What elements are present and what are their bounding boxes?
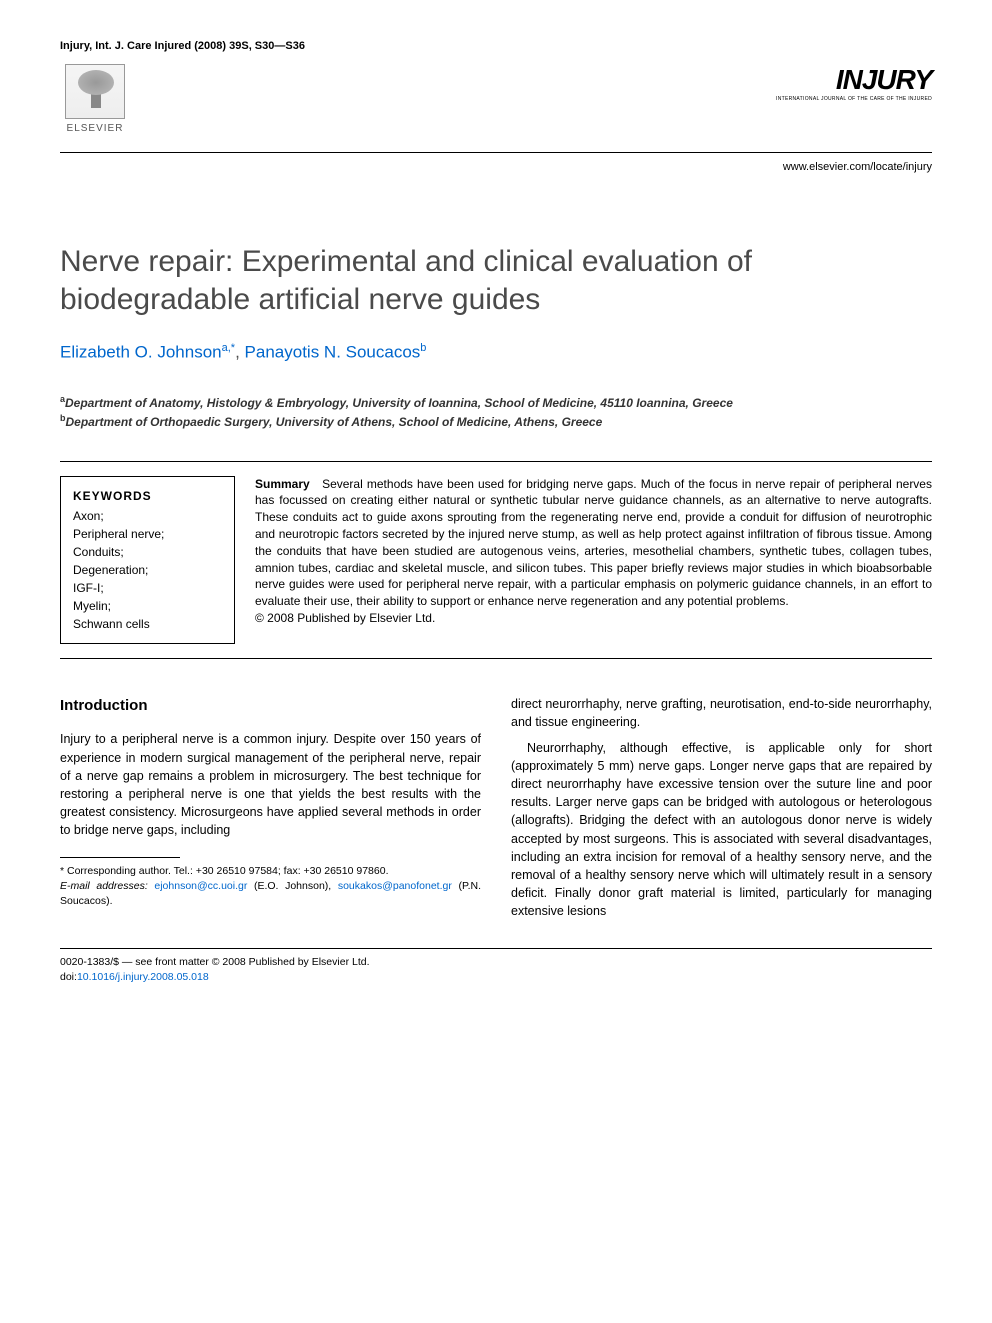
authors-line: Elizabeth O. Johnsona,*, Panayotis N. So… (60, 342, 932, 363)
citation-line: Injury, Int. J. Care Injured (2008) 39S,… (60, 40, 932, 52)
journal-logo: INJURY INTERNATIONAL JOURNAL OF THE CARE… (776, 64, 932, 102)
keyword-item: IGF-I; (73, 579, 222, 597)
intro-paragraph-1: Injury to a peripheral nerve is a common… (60, 730, 481, 839)
keyword-item: Axon; (73, 507, 222, 525)
publisher-logo: ELSEVIER (60, 64, 130, 144)
summary-copyright: © 2008 Published by Elsevier Ltd. (255, 610, 932, 627)
corresponding-author-note: * Corresponding author. Tel.: +30 26510 … (60, 864, 481, 879)
footnote-rule (60, 857, 180, 858)
header-row: ELSEVIER INJURY INTERNATIONAL JOURNAL OF… (60, 64, 932, 153)
affiliation-b: bDepartment of Orthopaedic Surgery, Univ… (60, 412, 932, 431)
journal-tagline: INTERNATIONAL JOURNAL OF THE CARE OF THE… (776, 96, 932, 102)
keywords-title: KEYWORDS (73, 487, 222, 505)
front-matter-text: 0020-1383/$ — see front matter © 2008 Pu… (60, 956, 370, 968)
summary-box: Summary Several methods have been used f… (255, 476, 932, 644)
keyword-item: Myelin; (73, 597, 222, 615)
column-right: direct neurorrhaphy, nerve grafting, neu… (511, 695, 932, 929)
author-2[interactable]: Panayotis N. Soucacos (245, 343, 421, 362)
affiliations: aDepartment of Anatomy, Histology & Embr… (60, 393, 932, 431)
article-title: Nerve repair: Experimental and clinical … (60, 243, 932, 318)
journal-url[interactable]: www.elsevier.com/locate/injury (60, 161, 932, 173)
author-separator: , (235, 343, 244, 362)
elsevier-tree-icon (65, 64, 125, 119)
author-1-affil-marker[interactable]: a,* (222, 342, 235, 354)
footnotes: * Corresponding author. Tel.: +30 26510 … (60, 864, 481, 908)
affiliation-a: aDepartment of Anatomy, Histology & Embr… (60, 393, 932, 412)
author-2-affil-marker[interactable]: b (420, 342, 426, 354)
author-1[interactable]: Elizabeth O. Johnson (60, 343, 222, 362)
summary-text: Several methods have been used for bridg… (255, 477, 932, 609)
email-label: E-mail addresses: (60, 880, 148, 892)
intro-paragraph-1-cont: direct neurorrhaphy, nerve grafting, neu… (511, 695, 932, 731)
doi-link[interactable]: 10.1016/j.injury.2008.05.018 (77, 971, 209, 983)
email-1[interactable]: ejohnson@cc.uoi.gr (154, 880, 247, 892)
column-left: Introduction Injury to a peripheral nerv… (60, 695, 481, 929)
email-2[interactable]: soukakos@panofonet.gr (338, 880, 452, 892)
email-addresses: E-mail addresses: ejohnson@cc.uoi.gr (E.… (60, 879, 481, 908)
intro-heading: Introduction (60, 695, 481, 717)
footer-rule (60, 948, 932, 949)
body-columns: Introduction Injury to a peripheral nerv… (60, 695, 932, 929)
keyword-item: Degeneration; (73, 561, 222, 579)
keyword-item: Schwann cells (73, 615, 222, 633)
abstract-row: KEYWORDS Axon; Peripheral nerve; Conduit… (60, 461, 932, 659)
keyword-item: Conduits; (73, 543, 222, 561)
intro-paragraph-2: Neurorrhaphy, although effective, is app… (511, 739, 932, 920)
journal-logo-text: INJURY (776, 64, 932, 96)
keywords-box: KEYWORDS Axon; Peripheral nerve; Conduit… (60, 476, 235, 644)
copyright-line: 0020-1383/$ — see front matter © 2008 Pu… (60, 955, 932, 984)
summary-label: Summary (255, 477, 310, 491)
doi-label: doi: (60, 971, 77, 983)
email-1-attribution: (E.O. Johnson), (247, 880, 331, 892)
publisher-name: ELSEVIER (67, 123, 124, 134)
keyword-item: Peripheral nerve; (73, 525, 222, 543)
